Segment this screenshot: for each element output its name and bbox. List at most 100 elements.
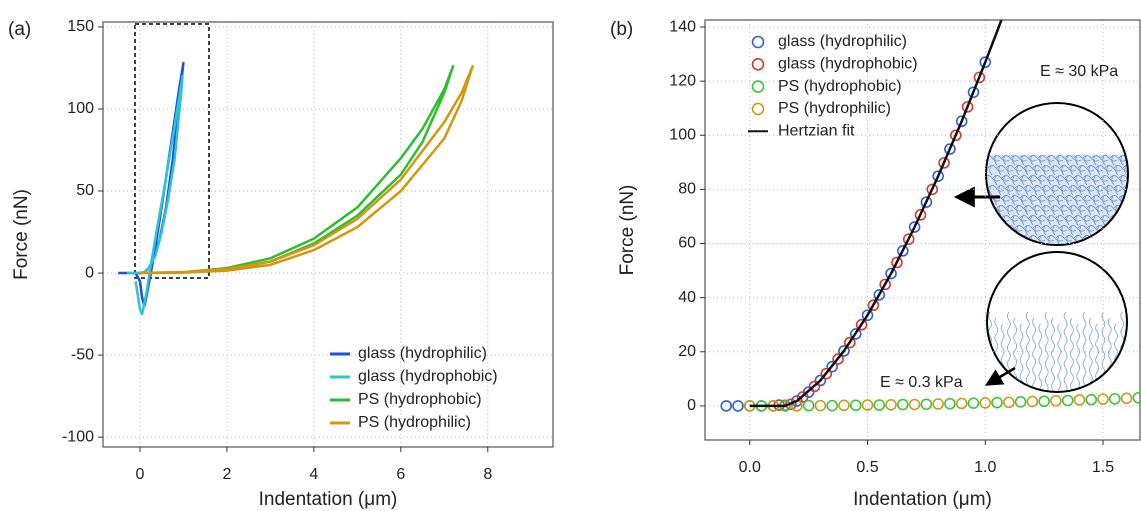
x-tick-label: 1.5 [1092,459,1114,476]
gel-strand [1109,175,1127,186]
y-tick-label: -50 [71,346,94,363]
gel-strand [1095,205,1113,216]
y-tick-label: 0 [687,397,696,414]
gel-strand [1077,185,1095,196]
gel-strand [1070,317,1074,392]
data-point [720,400,732,412]
data-point [932,398,944,410]
legend-swatch [751,35,765,49]
plot-area [720,20,1141,412]
x-axis-label: Indentation (μm) [259,489,398,510]
gel-strand [1104,165,1122,176]
gel-strand [1028,155,1046,166]
gel-strand [987,185,1005,196]
gel-strand [1055,215,1073,226]
data-point [838,399,850,412]
gel-strand [1010,195,1028,206]
gel-strand [1046,195,1064,206]
gel-strand [1064,175,1082,186]
gel-strand [1032,185,1050,196]
gel-strand [1037,155,1055,166]
data-point [1026,395,1039,408]
data-point [1073,394,1086,406]
gel-strand [1104,185,1122,196]
gel-strand [1055,155,1073,166]
gel-strand [1118,215,1128,226]
gel-strand [1019,215,1037,226]
y-tick-label: 60 [678,235,696,252]
gel-strand [1127,175,1128,186]
gel-strand [992,175,1010,186]
gel-strand [1046,175,1064,186]
data-point [844,336,856,349]
gel-strand [1010,215,1028,226]
gel-strand [1037,215,1055,226]
gel-strand [987,165,1005,176]
legend: glass (hydrophilic) glass (hydrophobic) PS… [330,345,498,431]
data-point [961,101,974,113]
data-point [908,398,921,411]
x-tick-label: 0.0 [739,459,761,476]
gel-strand [1028,195,1046,206]
data-point [944,397,956,410]
gel-strand [1044,311,1049,392]
gel-strand [1032,317,1036,392]
data-point [979,397,992,409]
zoom-box [134,23,210,279]
gel-strand [1014,185,1032,196]
gel-strand [1059,205,1077,216]
data-point [973,71,986,84]
data-point [1003,396,1015,409]
data-point [826,360,838,373]
gel-strand [996,165,1014,176]
gel-strand [1068,225,1086,236]
y-axis-label: Force (nN) [11,189,32,280]
gel-strand [1041,205,1059,216]
gel-strand [1086,205,1104,216]
data-point [873,289,886,301]
data-point [838,345,850,357]
gel-strand [1001,195,1019,206]
data-point [808,380,821,393]
gel-strand [1113,225,1128,236]
legend-label: PS (hydrophilic) [778,100,891,117]
gel-strand [1073,155,1091,166]
x-tick-label: 4 [309,466,318,483]
plot-frame [704,19,1141,441]
gel-strand [1028,175,1046,186]
x-tick-label: 6 [396,466,405,483]
gel-strand [1014,205,1032,216]
data-point [920,196,933,208]
gel-strand [1059,225,1077,236]
data-point [902,233,915,246]
arrow [984,366,1016,386]
gel-strand [1127,215,1128,226]
gel-strand [1109,155,1127,166]
y-tick-label: -100 [62,428,94,445]
y-axis-label: Force (nN) [617,185,638,276]
legend-label: glass (hydrophilic) [358,345,487,362]
gel-strand [1122,225,1128,236]
series-line [139,65,455,275]
gel-strand [1010,175,1028,186]
x-tick-label: 2 [222,466,231,483]
data-point [1061,394,1074,407]
data-point [832,353,844,365]
legend-label: glass (hydrophilic) [778,33,907,50]
data-point [826,399,838,412]
data-point [1120,392,1133,405]
data-point [979,56,992,69]
plot-frame [102,21,554,448]
data-point [814,399,827,412]
gel-strand [1019,155,1037,166]
series-line [749,20,1003,408]
plot-area [118,61,474,316]
data-point [1108,393,1121,405]
gel-strand [1064,155,1082,166]
gel-strand [1127,155,1128,166]
legend-label: PS (hydrophobic) [358,391,482,408]
illustration [985,102,1129,393]
gel-strand [1041,185,1059,196]
gel-strand [1073,215,1091,226]
y-tick-label: 120 [669,72,696,89]
